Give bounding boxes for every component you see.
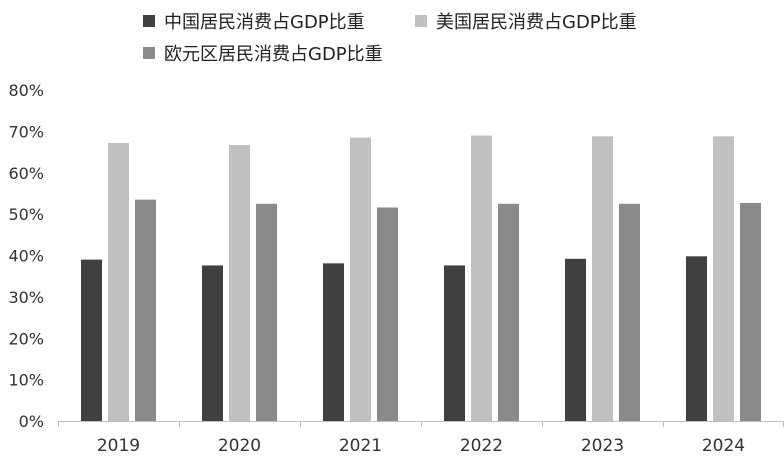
y-tick-label: 50% <box>8 205 44 224</box>
x-tick-label: 2022 <box>460 436 503 456</box>
bar-2021-series-1[interactable] <box>323 263 344 421</box>
y-tick-label: 0% <box>19 412 44 431</box>
y-tick-label: 60% <box>8 164 44 183</box>
legend-label-eurozone: 欧元区居民消费占GDP比重 <box>164 44 383 65</box>
legend-item-china[interactable]: 中国居民消费占GDP比重 <box>143 8 365 34</box>
x-axis-labels: 2019 2020 2021 2022 2023 2024 <box>97 436 745 456</box>
bar-2023-series-2[interactable] <box>592 136 613 421</box>
bar-2021-series-2[interactable] <box>350 137 371 422</box>
x-tick-label: 2021 <box>339 436 382 456</box>
y-tick-label: 70% <box>8 122 44 141</box>
bar-2020-series-2[interactable] <box>229 145 250 421</box>
y-tick-label: 80% <box>8 81 44 100</box>
y-tick-label: 20% <box>8 329 44 348</box>
bar-2022-series-1[interactable] <box>444 265 465 421</box>
bar-2024-series-3[interactable] <box>740 202 761 421</box>
bar-2019-series-2[interactable] <box>108 142 129 421</box>
x-tick-label: 2023 <box>581 436 624 456</box>
legend-item-us[interactable]: 美国居民消费占GDP比重 <box>415 8 637 34</box>
legend-item-eurozone[interactable]: 欧元区居民消费占GDP比重 <box>143 40 383 66</box>
y-axis-ticks: 0% 10% 20% 30% 40% 50% 60% 70% 80% <box>8 81 44 431</box>
bar-2019-series-3[interactable] <box>135 199 156 421</box>
legend-swatch-eurozone <box>143 47 155 59</box>
x-tick-label: 2024 <box>702 436 745 456</box>
bar-2023-series-1[interactable] <box>565 258 586 421</box>
y-tick-label: 30% <box>8 288 44 307</box>
bar-2024-series-2[interactable] <box>713 136 734 421</box>
legend-label-china: 中国居民消费占GDP比重 <box>164 12 365 33</box>
x-tick-label: 2019 <box>97 436 140 456</box>
bar-2023-series-3[interactable] <box>619 203 640 421</box>
bar-2020-series-3[interactable] <box>256 203 277 421</box>
bar-2022-series-3[interactable] <box>498 203 519 421</box>
x-tick-label: 2020 <box>218 436 261 456</box>
legend-swatch-china <box>143 15 155 27</box>
bar-2021-series-3[interactable] <box>377 207 398 421</box>
bar-2020-series-1[interactable] <box>202 265 223 421</box>
bar-2019-series-1[interactable] <box>81 259 102 421</box>
legend-swatch-us <box>415 15 427 27</box>
y-tick-label: 40% <box>8 247 44 266</box>
legend-label-us: 美国居民消费占GDP比重 <box>436 12 637 33</box>
y-tick-label: 10% <box>8 371 44 390</box>
bar-2022-series-2[interactable] <box>471 135 492 421</box>
bar-2024-series-1[interactable] <box>686 256 707 421</box>
bars <box>81 135 761 422</box>
